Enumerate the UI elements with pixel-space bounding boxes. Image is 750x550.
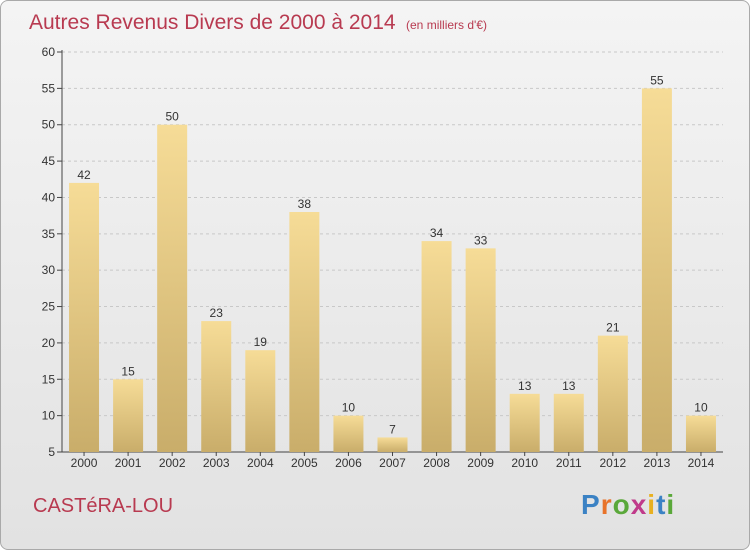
- bar-value-label: 19: [254, 335, 268, 349]
- x-tick-label: 2005: [291, 456, 318, 470]
- x-tick-label: 2011: [556, 456, 582, 470]
- bar: [201, 321, 232, 452]
- bar-value-label: 10: [342, 401, 356, 415]
- bar: [553, 393, 584, 452]
- bar: [597, 335, 628, 452]
- bar-value-label: 50: [165, 110, 179, 124]
- x-tick-label: 2006: [335, 456, 362, 470]
- x-tick-label: 2003: [203, 456, 230, 470]
- x-tick-label: 2013: [644, 456, 671, 470]
- bar: [421, 241, 452, 452]
- y-tick-label: 60: [42, 45, 56, 59]
- bar-value-label: 13: [518, 379, 532, 393]
- logo-letter: P: [581, 489, 601, 520]
- bar-value-label: 15: [121, 364, 135, 378]
- chart-title-unit: (en milliers d'€): [406, 18, 487, 32]
- bar-value-label: 23: [210, 306, 224, 320]
- logo-letter: i: [666, 489, 676, 520]
- logo-letter: t: [656, 489, 667, 520]
- y-tick-label: 35: [42, 227, 56, 241]
- x-tick-label: 2008: [423, 456, 450, 470]
- bar: [509, 393, 540, 452]
- y-tick-label: 20: [42, 336, 56, 350]
- x-tick-label: 2014: [688, 456, 715, 470]
- bar-value-label: 42: [77, 168, 91, 182]
- location-label: CASTéRA-LOU: [33, 495, 174, 517]
- bar: [113, 379, 144, 452]
- bar-value-label: 33: [474, 233, 488, 247]
- y-tick-label: 25: [42, 300, 56, 314]
- bar: [377, 437, 408, 452]
- x-tick-label: 2010: [511, 456, 538, 470]
- y-tick-label: 45: [42, 154, 56, 168]
- chart-title: Autres Revenus Divers de 2000 à 2014 (en…: [29, 11, 487, 35]
- bar-value-label: 10: [694, 401, 708, 415]
- y-tick-label: 10: [42, 409, 56, 423]
- logo-letter: r: [600, 489, 613, 520]
- x-tick-label: 2001: [115, 456, 142, 470]
- y-tick-label: 30: [42, 263, 56, 277]
- y-tick-label: 40: [42, 190, 56, 204]
- bar: [333, 415, 364, 452]
- x-tick-label: 2012: [599, 456, 626, 470]
- x-tick-label: 2000: [71, 456, 98, 470]
- proxiti-logo[interactable]: Proxiti: [581, 489, 675, 521]
- bar-value-label: 21: [606, 321, 620, 335]
- y-tick-label: 50: [42, 118, 56, 132]
- y-tick-label: 55: [42, 81, 56, 95]
- bar: [157, 124, 188, 453]
- bar: [245, 350, 276, 452]
- x-tick-label: 2009: [467, 456, 494, 470]
- bar: [465, 248, 496, 452]
- bar: [69, 182, 100, 452]
- bar-value-label: 34: [430, 226, 444, 240]
- logo-letter: i: [647, 489, 657, 520]
- logo-letter: o: [612, 489, 631, 520]
- x-tick-label: 2002: [159, 456, 186, 470]
- logo-letter: x: [630, 489, 648, 520]
- x-tick-label: 2007: [379, 456, 406, 470]
- bar-value-label: 55: [650, 73, 664, 87]
- bar-value-label: 7: [389, 422, 396, 436]
- bar: [641, 88, 672, 452]
- y-tick-label: 15: [42, 372, 56, 386]
- bar-value-label: 38: [298, 197, 312, 211]
- y-tick-label: 5: [48, 445, 55, 459]
- chart-title-main: Autres Revenus Divers de 2000 à 2014: [29, 11, 396, 34]
- bar: [685, 415, 716, 452]
- bar-value-label: 13: [562, 379, 576, 393]
- bar: [289, 212, 320, 452]
- x-tick-label: 2004: [247, 456, 274, 470]
